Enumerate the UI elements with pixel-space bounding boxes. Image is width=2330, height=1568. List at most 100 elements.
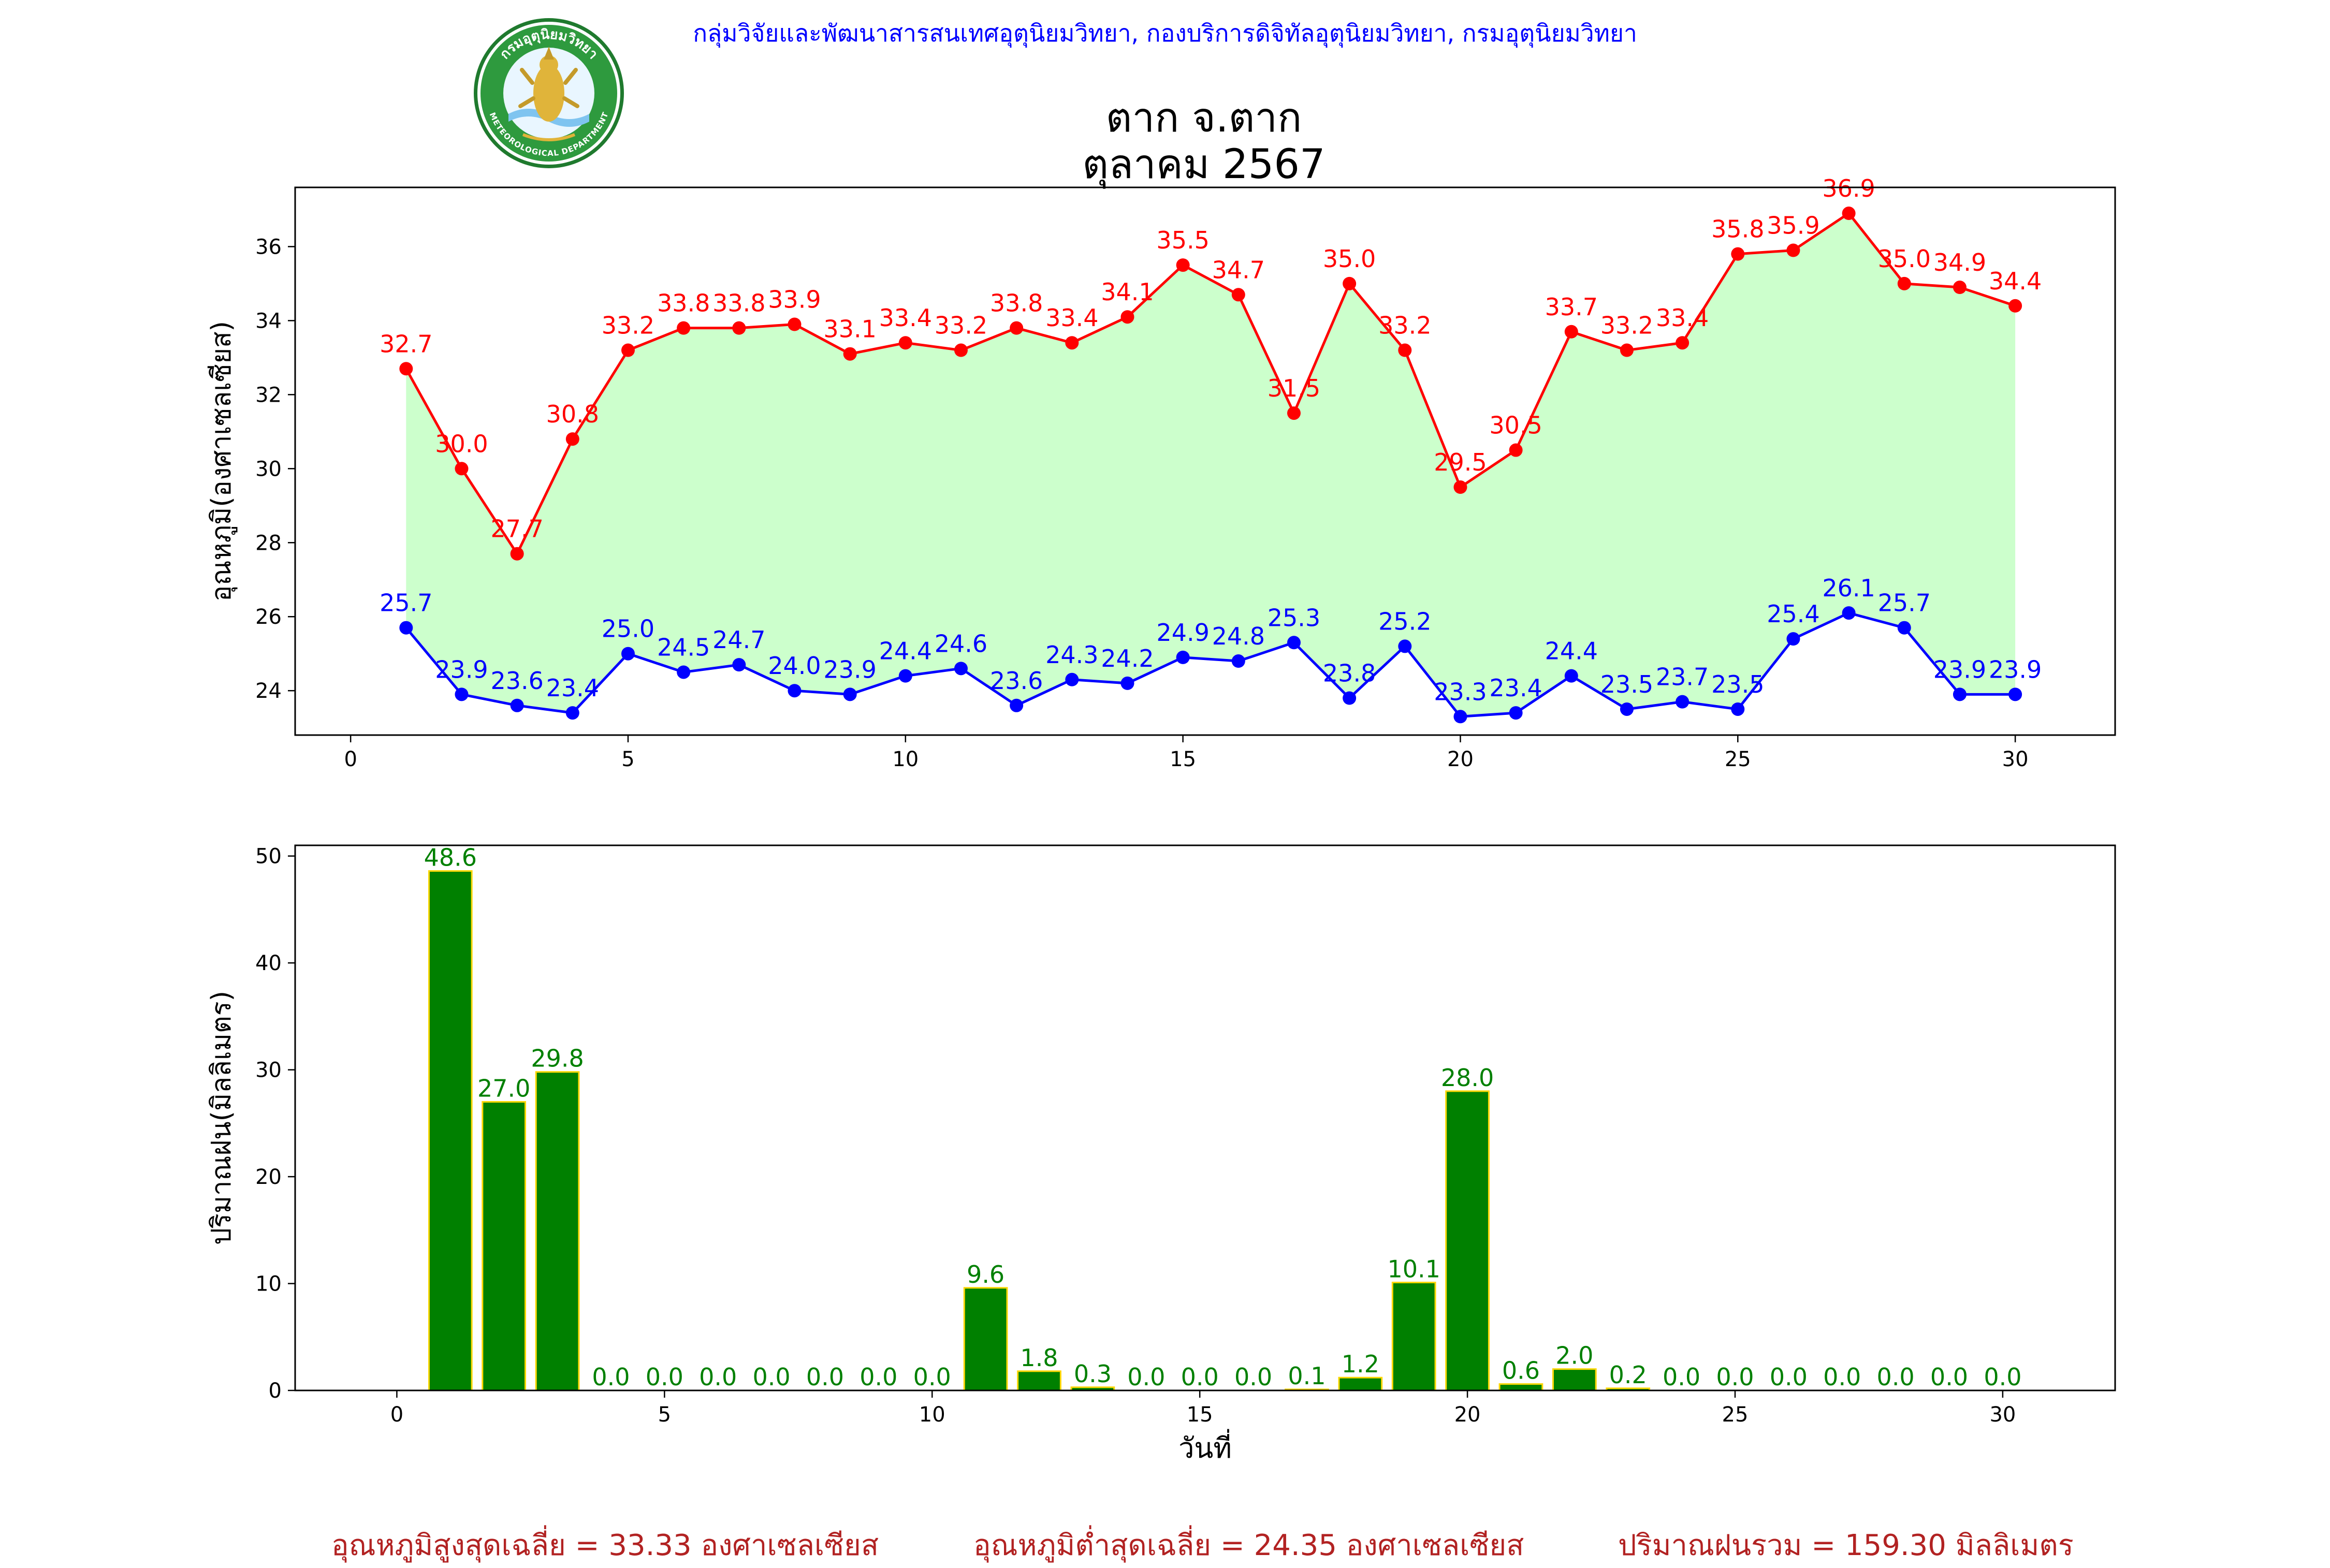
tmin-data-label: 23.6 bbox=[490, 667, 543, 695]
tmax-data-label: 34.7 bbox=[1212, 256, 1265, 284]
temp-y-axis-label: อุณหภูมิ(องศาเซลเซียส) bbox=[206, 321, 238, 602]
tmax-data-label: 33.4 bbox=[1045, 304, 1098, 332]
rain-ytick-label: 20 bbox=[255, 1165, 282, 1189]
rain-data-label: 27.0 bbox=[477, 1075, 530, 1103]
tmin-data-label: 23.9 bbox=[1933, 655, 1986, 683]
rain-data-label: 0.0 bbox=[1930, 1363, 1968, 1391]
tmin-point bbox=[1786, 632, 1800, 646]
tmax-point bbox=[1231, 288, 1245, 302]
tmax-point bbox=[1953, 281, 1967, 295]
rain-data-label: 0.0 bbox=[753, 1363, 791, 1391]
rain-data-label: 0.6 bbox=[1502, 1357, 1540, 1385]
rain-bar bbox=[1391, 1281, 1436, 1391]
tmin-data-label: 25.7 bbox=[380, 589, 432, 617]
tmin-point bbox=[1120, 676, 1134, 690]
rain-data-label: 0.0 bbox=[1877, 1363, 1915, 1391]
tmin-data-label: 23.4 bbox=[546, 674, 599, 702]
avg-max-temp-summary: อุณหภูมิสูงสุดเฉลี่ย = 33.33 องศาเซลเซีย… bbox=[331, 1529, 879, 1562]
tmax-data-label: 33.4 bbox=[1656, 304, 1709, 332]
tmax-data-label: 33.8 bbox=[657, 289, 710, 317]
tmax-point bbox=[1620, 343, 1634, 357]
rain-data-label: 0.3 bbox=[1074, 1360, 1112, 1388]
tmax-data-label: 34.4 bbox=[1989, 267, 2042, 295]
tmax-data-label: 34.1 bbox=[1101, 278, 1154, 306]
tmin-data-label: 23.5 bbox=[1711, 670, 1764, 698]
temp-xtick-label: 10 bbox=[892, 748, 919, 771]
tmin-point bbox=[1897, 621, 1911, 635]
tmin-data-label: 25.7 bbox=[1878, 589, 1931, 617]
tmax-point bbox=[1010, 321, 1024, 335]
temp-xtick-label: 30 bbox=[2002, 748, 2029, 771]
tmin-data-label: 25.2 bbox=[1378, 607, 1431, 635]
tmin-data-label: 23.4 bbox=[1489, 674, 1542, 702]
avg-min-temp-summary: อุณหภูมิต่ำสุดเฉลี่ย = 24.35 องศาเซลเซีย… bbox=[973, 1529, 1524, 1562]
rain-xtick-label: 25 bbox=[1722, 1403, 1749, 1427]
tmin-point bbox=[1398, 639, 1412, 653]
rain-bar bbox=[1498, 1383, 1543, 1391]
tmax-data-label: 35.5 bbox=[1156, 226, 1209, 254]
tmax-data-label: 35.9 bbox=[1767, 212, 1819, 240]
tmin-data-label: 24.3 bbox=[1045, 641, 1098, 669]
tmax-point bbox=[510, 547, 524, 561]
tmin-point bbox=[1343, 691, 1357, 705]
tmin-data-label: 25.3 bbox=[1268, 604, 1320, 632]
tmax-point bbox=[1398, 343, 1412, 357]
tmin-point bbox=[1453, 710, 1467, 724]
tmax-data-label: 35.0 bbox=[1878, 245, 1931, 273]
tmax-data-label: 33.1 bbox=[823, 315, 876, 343]
rain-data-label: 0.0 bbox=[646, 1363, 683, 1391]
rain-ytick-label: 0 bbox=[269, 1379, 282, 1403]
temp-xtick-label: 5 bbox=[621, 748, 634, 771]
temperature-range-fill bbox=[406, 213, 2016, 717]
tmin-point bbox=[954, 662, 968, 676]
rain-x-axis-label: วันที่ bbox=[1178, 1429, 1232, 1464]
temp-plot-frame bbox=[294, 186, 2116, 736]
tmax-point bbox=[1842, 207, 1856, 221]
tmax-data-label: 33.8 bbox=[990, 289, 1043, 317]
rain-xtick-label: 15 bbox=[1187, 1403, 1213, 1427]
rain-data-label: 0.0 bbox=[1234, 1363, 1272, 1391]
rain-data-label: 0.1 bbox=[1288, 1362, 1326, 1390]
rain-data-label: 1.2 bbox=[1342, 1350, 1379, 1378]
tmin-data-label: 23.5 bbox=[1600, 670, 1653, 698]
tmin-point bbox=[677, 665, 691, 679]
tmin-data-label: 24.8 bbox=[1212, 622, 1265, 650]
tmin-data-label: 24.7 bbox=[712, 626, 765, 654]
tmax-data-label: 36.9 bbox=[1822, 174, 1875, 202]
tmax-point bbox=[788, 317, 802, 331]
tmin-data-label: 23.9 bbox=[823, 655, 876, 683]
tmin-data-label: 25.4 bbox=[1767, 600, 1819, 628]
rain-data-label: 0.0 bbox=[1127, 1363, 1165, 1391]
tmin-data-label: 23.6 bbox=[990, 667, 1043, 695]
tmax-point bbox=[898, 336, 912, 350]
temp-xtick-label: 25 bbox=[1725, 748, 1751, 771]
rain-xtick-label: 10 bbox=[919, 1403, 945, 1427]
tmax-point bbox=[1564, 325, 1578, 339]
rain-data-label: 0.0 bbox=[806, 1363, 844, 1391]
rain-data-label: 29.8 bbox=[531, 1045, 584, 1073]
tmin-point bbox=[1731, 702, 1745, 716]
tmax-point bbox=[1676, 336, 1690, 350]
rain-bar bbox=[1338, 1376, 1383, 1391]
tmax-data-label: 31.5 bbox=[1268, 374, 1320, 402]
tmax-data-label: 30.0 bbox=[435, 430, 488, 458]
rain-bar bbox=[428, 870, 473, 1391]
tmax-data-label: 33.9 bbox=[768, 286, 821, 314]
rain-data-label: 10.1 bbox=[1387, 1255, 1440, 1283]
tmax-point bbox=[1176, 258, 1190, 272]
tmin-point bbox=[1842, 606, 1856, 620]
tmin-point bbox=[1953, 687, 1967, 701]
tmax-data-label: 27.7 bbox=[490, 515, 543, 543]
tmax-data-label: 33.2 bbox=[602, 312, 654, 340]
tmin-point bbox=[1509, 706, 1523, 720]
rainfall-chart: 48.6 27.029.8 0.0 0.0 0.0 0.0 0.0 0.0 0.0 9.6 1.8 0… bbox=[206, 844, 2116, 1464]
rain-data-label: 0.0 bbox=[1770, 1363, 1808, 1391]
tmax-data-label: 30.8 bbox=[546, 400, 599, 428]
temperature-chart: 32.730.027.730.833.233.8 33.8 33.933.1 33.4… bbox=[206, 174, 2116, 771]
tmin-point bbox=[621, 647, 635, 661]
station-title: ตาก จ.ตาก bbox=[1105, 95, 1302, 141]
tmin-point bbox=[1620, 702, 1634, 716]
tmin-data-label: 24.2 bbox=[1101, 644, 1154, 672]
tmin-point bbox=[455, 687, 469, 701]
